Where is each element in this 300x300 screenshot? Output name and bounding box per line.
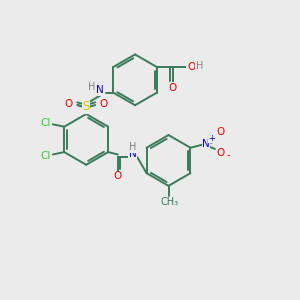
Text: O: O	[169, 83, 177, 93]
Text: +: +	[208, 134, 215, 143]
Text: Cl: Cl	[40, 151, 51, 161]
Text: CH₃: CH₃	[161, 197, 179, 207]
Text: S: S	[82, 100, 90, 113]
Text: O: O	[187, 62, 195, 72]
Text: Cl: Cl	[40, 118, 51, 128]
Text: O: O	[217, 127, 225, 137]
Text: H: H	[88, 82, 96, 92]
Text: N: N	[129, 149, 136, 160]
Text: O: O	[114, 171, 122, 181]
Text: H: H	[129, 142, 136, 152]
Text: N: N	[202, 139, 210, 148]
Text: -: -	[226, 151, 230, 160]
Text: H: H	[196, 61, 203, 70]
Text: O: O	[217, 148, 225, 158]
Text: O: O	[100, 99, 108, 109]
Text: N: N	[96, 85, 104, 95]
Text: O: O	[64, 99, 73, 109]
